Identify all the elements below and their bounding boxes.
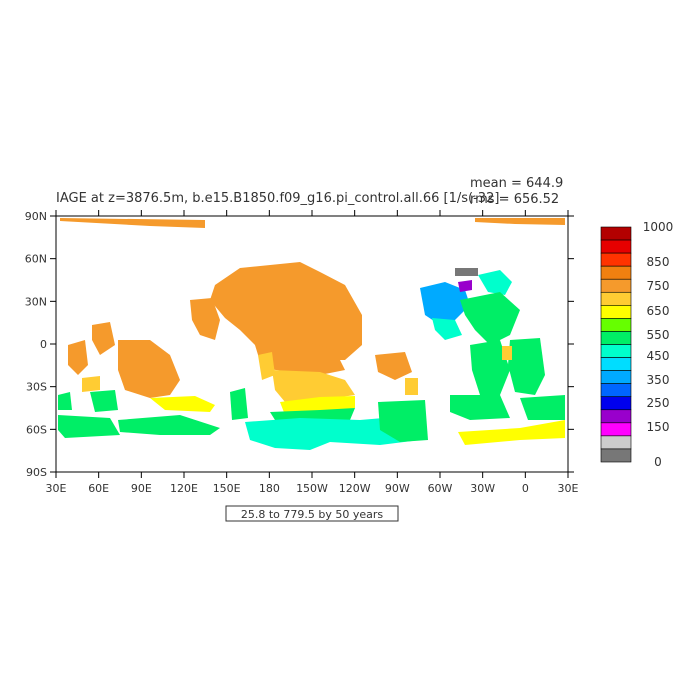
- east-pacific-ochre: [405, 378, 418, 395]
- north-pacific-patch: [210, 262, 362, 370]
- colorbar-swatch: [600, 435, 632, 450]
- south-pacific-yellow-patch: [280, 396, 355, 415]
- x-tick-label: 150W: [296, 482, 328, 495]
- southern-atlantic-green-east: [520, 395, 565, 420]
- colorbar-label: 150: [647, 420, 670, 434]
- contour-info-box: [225, 505, 399, 522]
- atlantic-cyan-patch: [432, 318, 462, 340]
- contour-info: 25.8 to 779.5 by 50 years: [241, 508, 384, 521]
- southern-ocean-pacific-green: [378, 400, 428, 442]
- southern-ocean-indian-mid: [118, 415, 220, 435]
- west-africa-edge-green: [58, 392, 72, 410]
- southern-atlantic-green: [450, 395, 510, 420]
- stats-rms: rms = 656.52: [470, 192, 559, 207]
- colorbar-swatch: [600, 357, 632, 371]
- southern-ocean-indian-patch: [58, 415, 120, 438]
- x-tick-label: 0: [522, 482, 529, 495]
- y-tick-label: 90N: [25, 210, 47, 223]
- x-tick-label: 60E: [88, 482, 109, 495]
- y-tick-label: 90S: [26, 466, 47, 479]
- data-field: [58, 218, 565, 450]
- south-pacific-ochre-patch: [272, 370, 355, 402]
- atlantic-green-patch: [460, 292, 520, 345]
- east-indian-ochre: [258, 352, 275, 380]
- arabian-sea-patch: [92, 322, 115, 355]
- colorbar-label: 350: [647, 373, 670, 387]
- east-pacific-patch: [375, 352, 412, 380]
- central-pacific-patch: [255, 340, 345, 375]
- colorbar-swatch: [600, 396, 632, 411]
- colorbar-swatch: [600, 370, 632, 384]
- colorbar-swatch: [600, 265, 632, 280]
- colorbar-label: 0: [654, 455, 662, 469]
- y-axis: [50, 215, 574, 473]
- colorbar-swatch: [600, 448, 632, 463]
- colorbar-swatch: [600, 318, 632, 332]
- colorbar-swatch: [600, 409, 632, 424]
- colorbar-swatch: [600, 383, 632, 398]
- labrador-grey-patch: [455, 268, 478, 276]
- colorbar-label: 550: [647, 328, 670, 342]
- south-atlantic-yellow-patch: [458, 420, 565, 445]
- indian-ocean-patch: [118, 340, 180, 398]
- indian-mid-green: [90, 390, 118, 412]
- x-tick-label: 120W: [339, 482, 371, 495]
- x-tick-label: 150E: [213, 482, 241, 495]
- title: IAGE at z=3876.5m, b.e15.B1850.f09_g16.p…: [56, 191, 499, 206]
- north-atlantic-cyan-patch: [478, 270, 512, 295]
- colorbar-swatch: [600, 226, 632, 241]
- colorbar-swatch: [600, 422, 632, 437]
- colorbar-label: 750: [647, 279, 670, 293]
- labrador-purple-patch: [458, 280, 472, 292]
- south-atlantic-green-east: [508, 338, 545, 395]
- colorbar: [600, 226, 632, 463]
- west-pacific-patch: [190, 298, 220, 340]
- x-tick-label: 180: [259, 482, 280, 495]
- colorbar-labels: 1000 850 750 650 550 450 350 250 150 0: [643, 220, 674, 469]
- x-tick-label: 30W: [470, 482, 495, 495]
- colorbar-swatch: [600, 291, 632, 306]
- y-tick-label: 60N: [25, 253, 47, 266]
- y-tick-label: 60S: [26, 423, 47, 436]
- colorbar-swatch: [600, 239, 632, 254]
- africa-east-patch: [68, 340, 88, 375]
- x-tick-label: 30E: [558, 482, 579, 495]
- stats-mean: mean = 644.9: [470, 176, 563, 191]
- colorbar-swatch: [600, 278, 632, 293]
- x-tick-labels: 30E 60E 90E 120E 150E 180 150W 120W 90W 60W 30W 0 30…: [46, 482, 579, 495]
- colorbar-swatch: [600, 344, 632, 358]
- colorbar-label: 850: [647, 255, 670, 269]
- colorbar-label: 1000: [643, 220, 674, 234]
- x-tick-label: 30E: [46, 482, 67, 495]
- colorbar-label: 450: [647, 349, 670, 363]
- y-tick-label: 0: [40, 338, 47, 351]
- colorbar-swatch: [600, 331, 632, 345]
- y-tick-label: 30N: [25, 295, 47, 308]
- arctic-patch-east: [475, 218, 565, 225]
- south-pacific-green-patch: [270, 408, 355, 422]
- north-atlantic-blue-patch: [420, 282, 470, 325]
- south-atlantic-ochre-small: [502, 346, 512, 360]
- kerguelen-green: [230, 388, 248, 420]
- y-tick-label: 30S: [26, 381, 47, 394]
- arctic-patch-west: [60, 218, 205, 228]
- south-atlantic-green-patch: [470, 340, 510, 395]
- x-axis: [55, 210, 569, 478]
- x-tick-label: 60W: [428, 482, 453, 495]
- colorbar-label: 250: [647, 396, 670, 410]
- colorbar-swatch: [600, 305, 632, 319]
- x-tick-label: 120E: [170, 482, 198, 495]
- indian-south-ochre-patch: [82, 376, 100, 392]
- x-tick-label: 90E: [131, 482, 152, 495]
- southern-ocean-pacific-patch: [245, 415, 420, 450]
- colorbar-label: 650: [647, 304, 670, 318]
- colorbar-swatch: [600, 252, 632, 267]
- y-tick-labels: 90N 60N 30N 0 30S 60S 90S: [25, 210, 47, 479]
- x-tick-label: 90W: [385, 482, 410, 495]
- indian-south-yellow-patch: [150, 396, 215, 412]
